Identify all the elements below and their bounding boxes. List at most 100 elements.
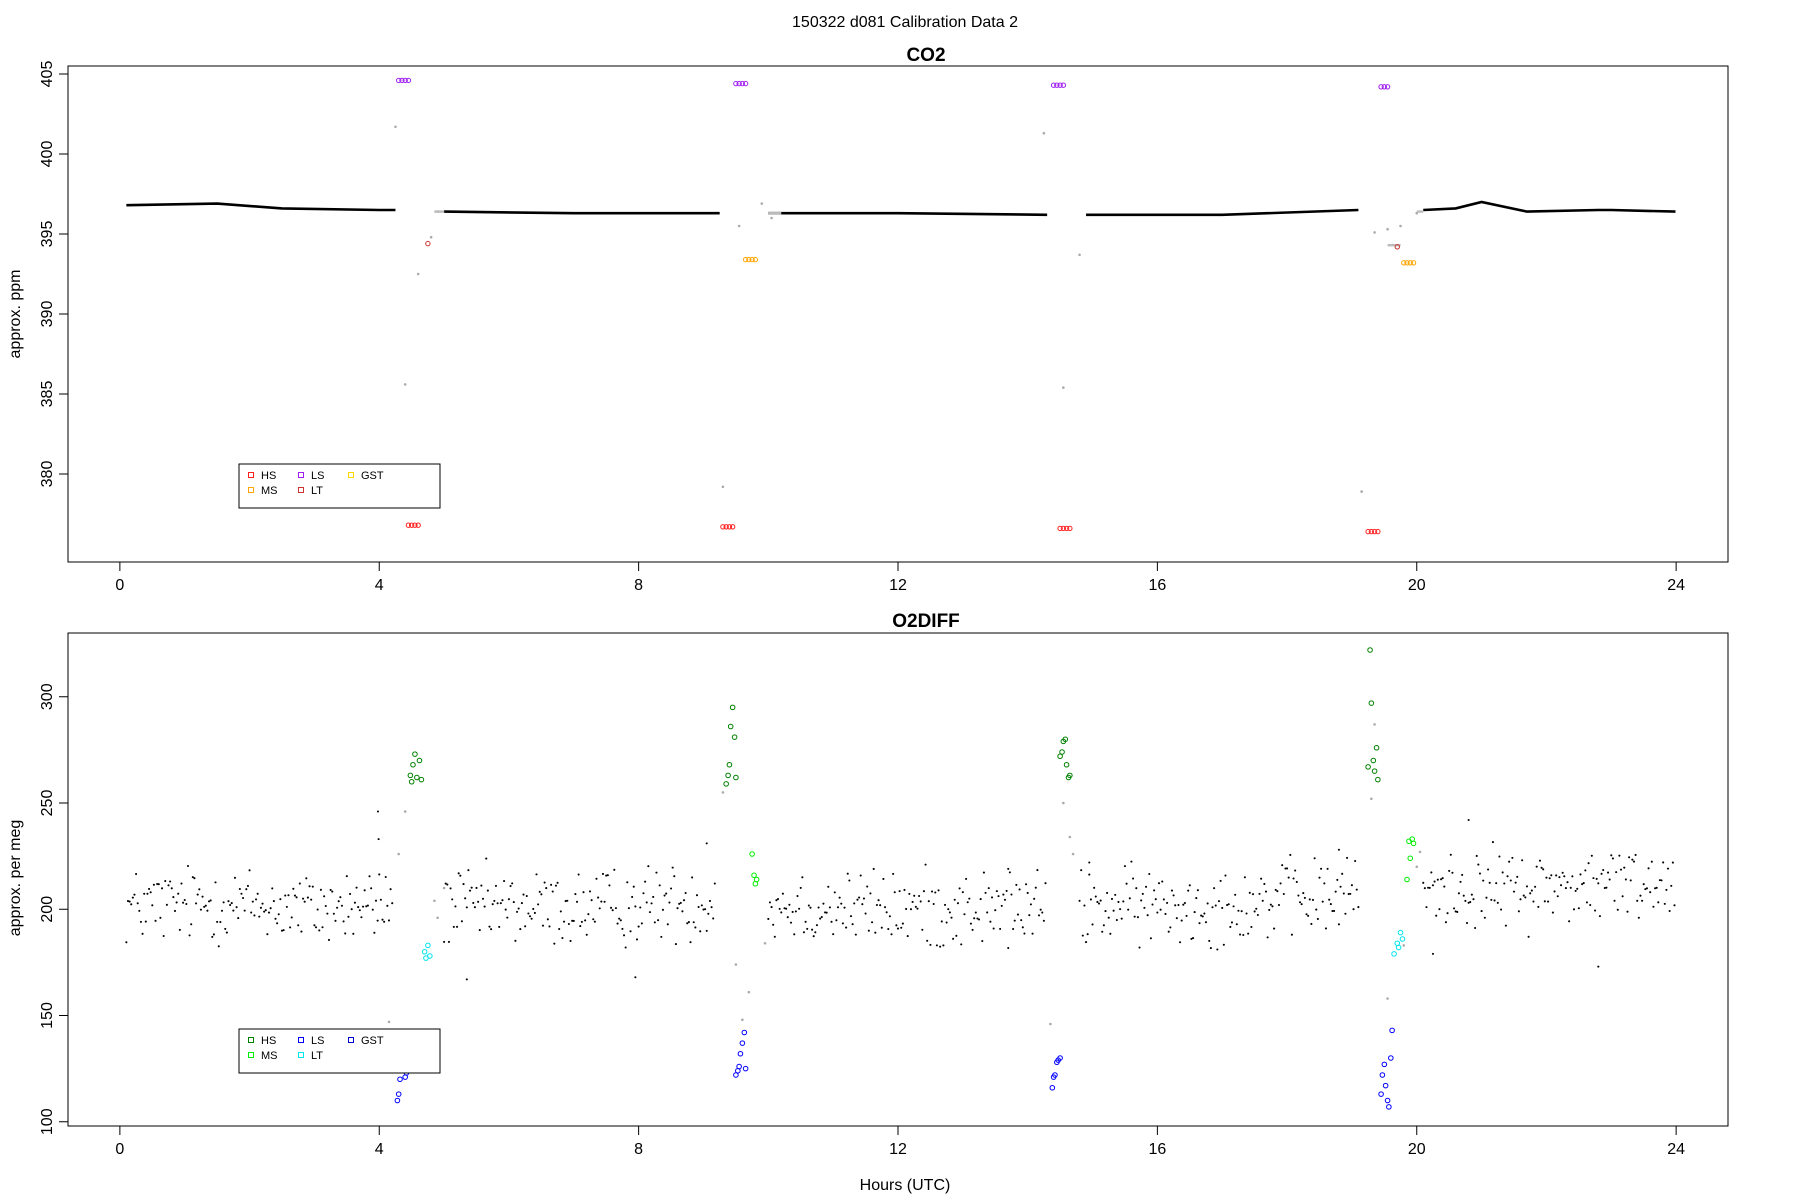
o2diff-ambient-point (960, 943, 963, 946)
o2diff-ambient-point (968, 897, 971, 900)
o2diff-ambient-point (1294, 869, 1297, 872)
o2diff-ambient-point (939, 945, 942, 948)
o2diff-ambient-point (603, 900, 606, 903)
o2diff-ambient-point (877, 899, 880, 902)
o2diff-ambient-point (859, 874, 862, 877)
o2diff-ambient-point (160, 887, 164, 890)
o2diff-transition-point (1386, 997, 1389, 1000)
o2diff-ambient-point (1172, 894, 1175, 897)
co2-transition-point (403, 383, 407, 386)
o2diff-ambient-point (1311, 898, 1315, 902)
o2diff-ambient-point (820, 915, 823, 919)
o2diff-ambient-point (264, 909, 267, 912)
o2diff-ambient-point (1446, 912, 1449, 915)
o2diff-lt-point (421, 948, 428, 955)
o2diff-ambient-point (1350, 884, 1353, 887)
co2-hs-point (1067, 525, 1073, 532)
o2diff-ambient-point (775, 899, 778, 902)
o2diff-ambient-point (1029, 903, 1032, 906)
co2-transition-point (760, 202, 764, 205)
o2diff-ambient-point (653, 921, 656, 924)
o2diff-ambient-point (1636, 899, 1639, 902)
o2diff-ambient-point (1003, 898, 1007, 901)
o2diff-ambient-point (563, 920, 566, 923)
o2diff-ls-point (1057, 1055, 1063, 1061)
co2-y-tick-label: 385 (39, 381, 56, 408)
o2diff-ambient-point (1464, 899, 1467, 902)
co2-x-axis: 0 4 8 12 16 20 24 (115, 561, 1685, 594)
co2-ms-point (1401, 260, 1407, 266)
o2diff-ambient-point (464, 897, 467, 900)
o2diff-ambient-point (1427, 886, 1430, 889)
o2diff-ambient-point (327, 938, 331, 942)
o2diff-ambient-point (1201, 915, 1204, 918)
co2-hs-point (408, 522, 415, 528)
o2diff-ambient-point (1352, 908, 1355, 911)
o2diff-ambient-point (867, 929, 870, 932)
o2diff-ambient-point (1585, 901, 1589, 904)
o2diff-ambient-point (254, 898, 258, 901)
o2diff-ambient-point (1623, 866, 1626, 869)
co2-ambient-layer (126, 200, 1676, 217)
o2diff-ambient-point (1478, 872, 1482, 875)
o2diff-ambient-point (149, 891, 152, 894)
o2diff-ambient-point (781, 892, 784, 895)
o2diff-ambient-point (266, 933, 269, 936)
o2diff-transition-point (1068, 835, 1072, 839)
o2diff-ambient-point (514, 939, 517, 942)
o2diff-ambient-point (456, 925, 459, 928)
co2-hs-point (1368, 528, 1375, 535)
o2diff-ambient-point (465, 978, 468, 981)
o2diff-x-axis: 0 4 8 12 16 20 24 (115, 1125, 1685, 1158)
o2diff-ambient-point (587, 913, 590, 916)
o2diff-ambient-point (830, 920, 833, 923)
o2diff-ambient-point (1512, 890, 1516, 893)
o2diff-ambient-point (177, 892, 180, 895)
o2diff-ambient-point (1086, 933, 1089, 936)
o2diff-ambient-point (1425, 906, 1428, 909)
o2diff-ambient-point (1292, 877, 1295, 880)
co2-ls-point (405, 77, 412, 84)
o2diff-ambient-point (699, 930, 702, 933)
o2diff-ambient-point (788, 903, 791, 906)
o2diff-ambient-point (477, 900, 480, 903)
o2diff-ambient-point (802, 931, 806, 934)
co2-hs-point (1371, 528, 1378, 535)
o2diff-ambient-point (1430, 871, 1433, 874)
co2-legend-swatch-ms (248, 487, 254, 493)
o2diff-ambient-point (1102, 924, 1105, 927)
o2diff-ambient-point (924, 863, 927, 866)
o2diff-ambient-point (280, 929, 284, 932)
o2diff-ambient-point (1488, 881, 1491, 884)
o2diff-ambient-point (261, 902, 264, 905)
o2diff-ambient-point (679, 901, 682, 904)
o2diff-ambient-point (207, 900, 211, 903)
o2diff-ambient-point (875, 903, 878, 907)
o2diff-ambient-point (1193, 911, 1196, 914)
o2diff-ambient-point (1587, 862, 1590, 865)
o2diff-ambient-point (233, 876, 237, 879)
co2-ls-point (1057, 82, 1063, 88)
o2diff-ambient-point (900, 926, 903, 929)
o2diff-ambient-point (287, 894, 290, 897)
o2diff-ambient-point (1031, 932, 1034, 935)
o2diff-ambient-point (548, 925, 551, 928)
o2diff-ambient-point (525, 894, 528, 898)
o2diff-ambient-point (966, 901, 969, 904)
o2diff-ambient-point (162, 934, 165, 938)
o2diff-ambient-point (691, 876, 694, 879)
o2diff-ambient-point (1339, 885, 1342, 888)
o2diff-ambient-point (550, 883, 553, 886)
o2diff-ambient-point (626, 881, 629, 884)
o2diff-ambient-point (1226, 904, 1229, 907)
o2diff-ambient-point (1670, 884, 1673, 887)
o2diff-ambient-point (483, 905, 486, 908)
o2diff-ambient-point (506, 916, 509, 919)
co2-ls-point (1050, 82, 1057, 88)
o2diff-ambient-point (1436, 878, 1439, 881)
o2diff-ambient-point (126, 899, 130, 903)
o2diff-ambient-point (1336, 878, 1339, 881)
o2diff-ambient-point (955, 934, 958, 937)
co2-ms-point (1410, 260, 1417, 266)
o2diff-ambient-point (668, 901, 671, 904)
